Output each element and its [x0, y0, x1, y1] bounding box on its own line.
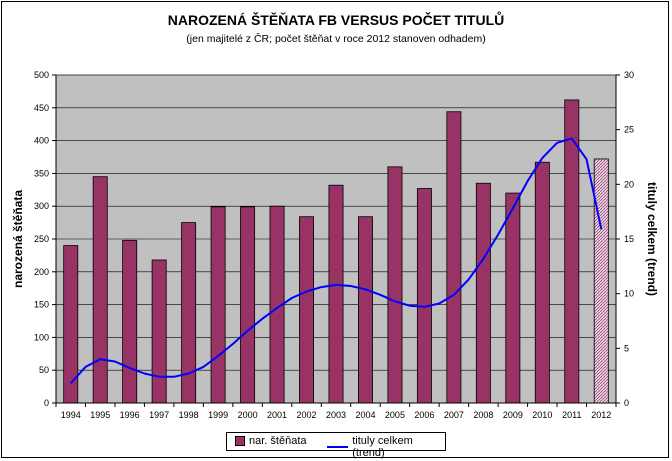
bar-2010: [534, 161, 550, 404]
x-tick-label: 1999: [208, 410, 228, 420]
legend: nar. štěňata tituly celkem (trend): [226, 432, 446, 459]
legend-swatch-trend: [327, 446, 349, 448]
bar-2007: [446, 111, 462, 404]
x-tick-label: 2000: [238, 410, 258, 420]
x-tick-label: 1996: [120, 410, 140, 420]
x-tick-label: 1994: [61, 410, 81, 420]
bar-2012: [593, 158, 609, 404]
legend-item-trend: tituly celkem (trend): [327, 435, 445, 459]
x-tick-label: 2010: [532, 410, 552, 420]
y2-tick-label: 25: [624, 125, 634, 135]
y-tick-label: 200: [34, 267, 49, 277]
x-tick-label: 2009: [503, 410, 523, 420]
bar-1994: [63, 245, 79, 404]
y2-tick-label: 15: [624, 234, 634, 244]
x-tick-label: 2005: [385, 410, 405, 420]
bar-2006: [416, 188, 432, 404]
legend-swatch-bars: [235, 436, 245, 446]
x-tick-label: 2012: [591, 410, 611, 420]
y-axis-title: narozená štěňata: [11, 190, 25, 288]
bar-1999: [210, 206, 226, 404]
x-tick-label: 2003: [326, 410, 346, 420]
y-tick-label: 150: [34, 300, 49, 310]
legend-item-bars: nar. štěňata: [235, 435, 307, 447]
bar-2003: [328, 184, 344, 404]
x-tick-label: 1995: [90, 410, 110, 420]
bar-2000: [240, 206, 256, 404]
x-tick-label: 2002: [297, 410, 317, 420]
y2-tick-label: 0: [624, 398, 629, 408]
y-tick-label: 100: [34, 332, 49, 342]
x-tick-label: 2008: [473, 410, 493, 420]
y-tick-label: 350: [34, 168, 49, 178]
x-tick-label: 2007: [444, 410, 464, 420]
trend-line: [69, 137, 603, 384]
y-tick-label: 50: [39, 365, 49, 375]
x-tick-label: 1998: [179, 410, 199, 420]
y-tick-label: 400: [34, 136, 49, 146]
y-tick-label: 250: [34, 234, 49, 244]
x-tick-label: 2004: [355, 410, 375, 420]
x-axis: 1994 1995 1996 1997 1998 1999 2000 2001 2002 2003…: [55, 402, 617, 420]
trend-series: [69, 137, 603, 384]
bar-1997: [151, 259, 167, 404]
bar-1998: [181, 222, 197, 404]
y2-tick-label: 10: [624, 289, 634, 299]
right-axis: 0 5 10 15 20 25 30: [615, 70, 634, 408]
chart-title: NAROZENÁ ŠTĚŇATA FB VERSUS POČET TITULŮ: [167, 12, 505, 28]
bar-2009: [505, 192, 521, 404]
x-tick-label: 2006: [414, 410, 434, 420]
bar-1995: [92, 176, 108, 404]
x-tick-label: 2011: [562, 410, 581, 420]
bar-2005: [387, 166, 403, 404]
legend-label-trend: tituly celkem (trend): [352, 435, 413, 459]
y2-tick-label: 20: [624, 179, 634, 189]
y-tick-label: 300: [34, 201, 49, 211]
left-axis: 0 50 100 150 200 250 300 350 400 450 500: [34, 70, 57, 408]
chart-subtitle: (jen majitelé z ČR; počet štěňat v roce …: [186, 33, 486, 45]
x-tick-label: 1997: [149, 410, 169, 420]
y2-tick-label: 5: [624, 343, 629, 353]
y-tick-label: 450: [34, 103, 49, 113]
bar-series: [63, 99, 609, 404]
bar-2004: [357, 216, 373, 404]
y2-axis-title: tituly celkem (trend): [645, 182, 659, 296]
y-tick-label: 500: [34, 70, 49, 80]
x-tick-label: 2001: [267, 410, 287, 420]
bar-1996: [122, 239, 138, 404]
legend-label-bars: nar. štěňata: [249, 435, 307, 447]
y-tick-label: 0: [44, 398, 49, 408]
bar-2008: [475, 182, 491, 404]
y2-tick-label: 30: [624, 70, 634, 80]
bar-2002: [299, 216, 315, 404]
